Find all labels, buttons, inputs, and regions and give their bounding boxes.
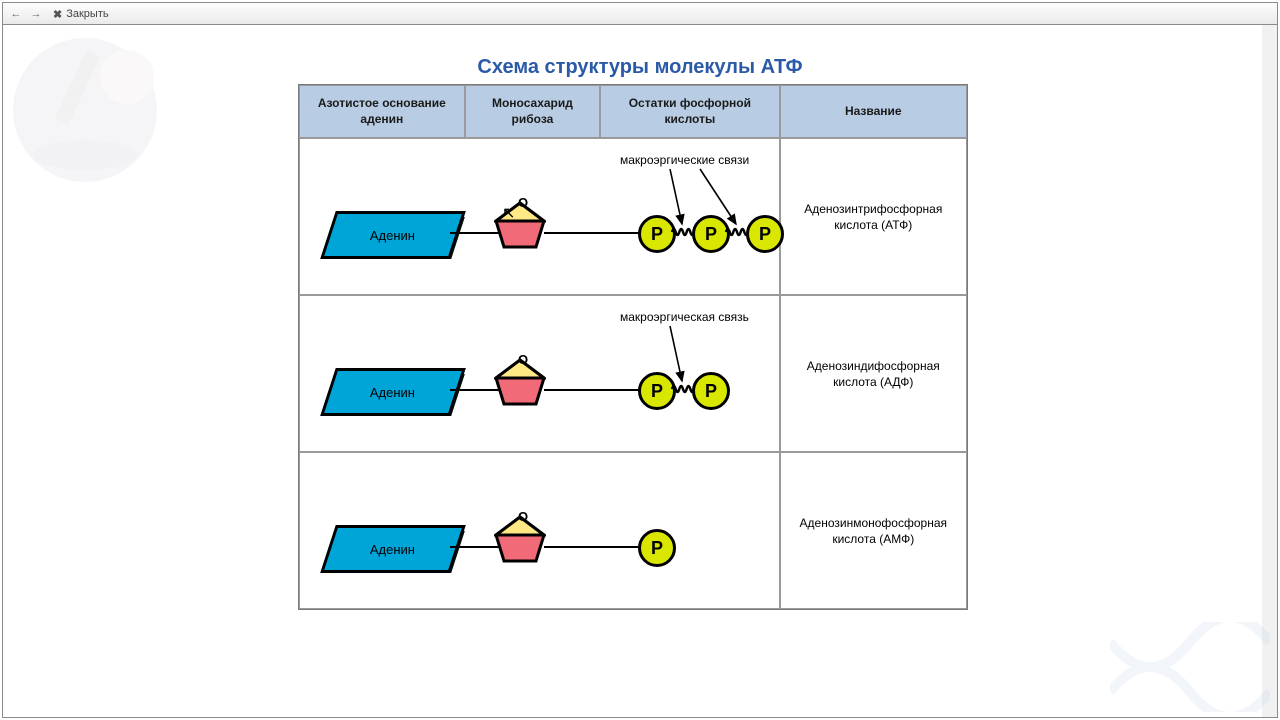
table-row: Аденин О P Pмакроэргическая связь Аденоз… — [299, 295, 967, 452]
ribose-shape: О — [494, 515, 546, 563]
mouse-cursor-icon: ↖ — [502, 203, 515, 223]
table-header-row: Азотистое основаниеаденин Моносахаридриб… — [299, 85, 967, 138]
header-nitrogen-base: Азотистое основаниеаденин — [299, 85, 465, 138]
phosphate-shape: P — [638, 529, 676, 567]
molecule-diagram: Аденин О P Pмакроэргическая связь — [300, 296, 779, 451]
table-row: Аденин О P Аденозинмонофосфорная кислота (… — [299, 452, 967, 609]
adenine-shape: Аденин — [320, 525, 466, 573]
window-toolbar: ← → ✖ Закрыть — [2, 2, 1278, 26]
vertical-scrollbar[interactable] — [1262, 25, 1277, 717]
bond-line — [544, 546, 640, 548]
close-icon: ✖ — [53, 8, 62, 21]
atp-structure-table: Азотистое основаниеаденин Моносахаридриб… — [298, 84, 968, 610]
annotation-arrow-icon — [300, 296, 790, 456]
close-button[interactable]: ✖ Закрыть — [53, 8, 109, 21]
molecule-diagram: Аденин О P — [300, 453, 779, 608]
header-monosaccharide: Моносахаридрибоза — [465, 85, 601, 138]
header-name: Название — [780, 85, 967, 138]
molecule-diagram: Аденин О P P Pмакроэргические связи ↖ — [300, 139, 779, 294]
dna-icon — [1110, 622, 1270, 712]
ribose-o-label: О — [518, 509, 528, 524]
microscope-icon — [10, 30, 160, 190]
molecule-name-cell: Аденозиндифосфорная кислота (АДФ) — [780, 295, 967, 452]
name-line: кислота (АМФ) — [832, 532, 914, 546]
adenine-label: Аденин — [370, 542, 415, 557]
name-line: кислота (АТФ) — [834, 218, 912, 232]
close-label: Закрыть — [66, 8, 108, 20]
table-row: Аденин О P P Pмакроэргические связи ↖Аде… — [299, 138, 967, 295]
name-line: Аденозинтрифосфорная — [804, 202, 942, 216]
nav-back-icon[interactable]: ← — [9, 8, 23, 20]
annotation-arrow-icon — [300, 139, 790, 299]
bond-line — [450, 546, 500, 548]
name-line: кислота (АДФ) — [833, 375, 913, 389]
molecule-name-cell: Аденозинмонофосфорная кислота (АМФ) — [780, 452, 967, 609]
name-line: Аденозинмонофосфорная — [800, 516, 947, 530]
nav-forward-icon[interactable]: → — [29, 8, 43, 20]
name-line: Аденозиндифосфорная — [807, 359, 940, 373]
molecule-name-cell: Аденозинтрифосфорная кислота (АТФ) — [780, 138, 967, 295]
header-phosphate-residues: Остатки фосфорнойкислоты — [600, 85, 779, 138]
diagram-title: Схема структуры молекулы АТФ — [0, 56, 1280, 79]
